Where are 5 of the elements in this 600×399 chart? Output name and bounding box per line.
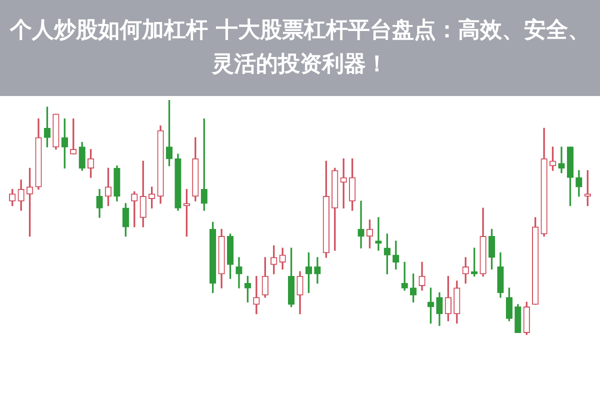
candlestick	[375, 217, 382, 251]
candlestick	[558, 146, 565, 174]
chart-title: 个人炒股如何加杠杆 十大股票杠杆平台盘点：高效、安全、灵活的投资利器！	[10, 16, 590, 79]
candlestick	[358, 200, 364, 248]
candlestick	[236, 257, 242, 288]
